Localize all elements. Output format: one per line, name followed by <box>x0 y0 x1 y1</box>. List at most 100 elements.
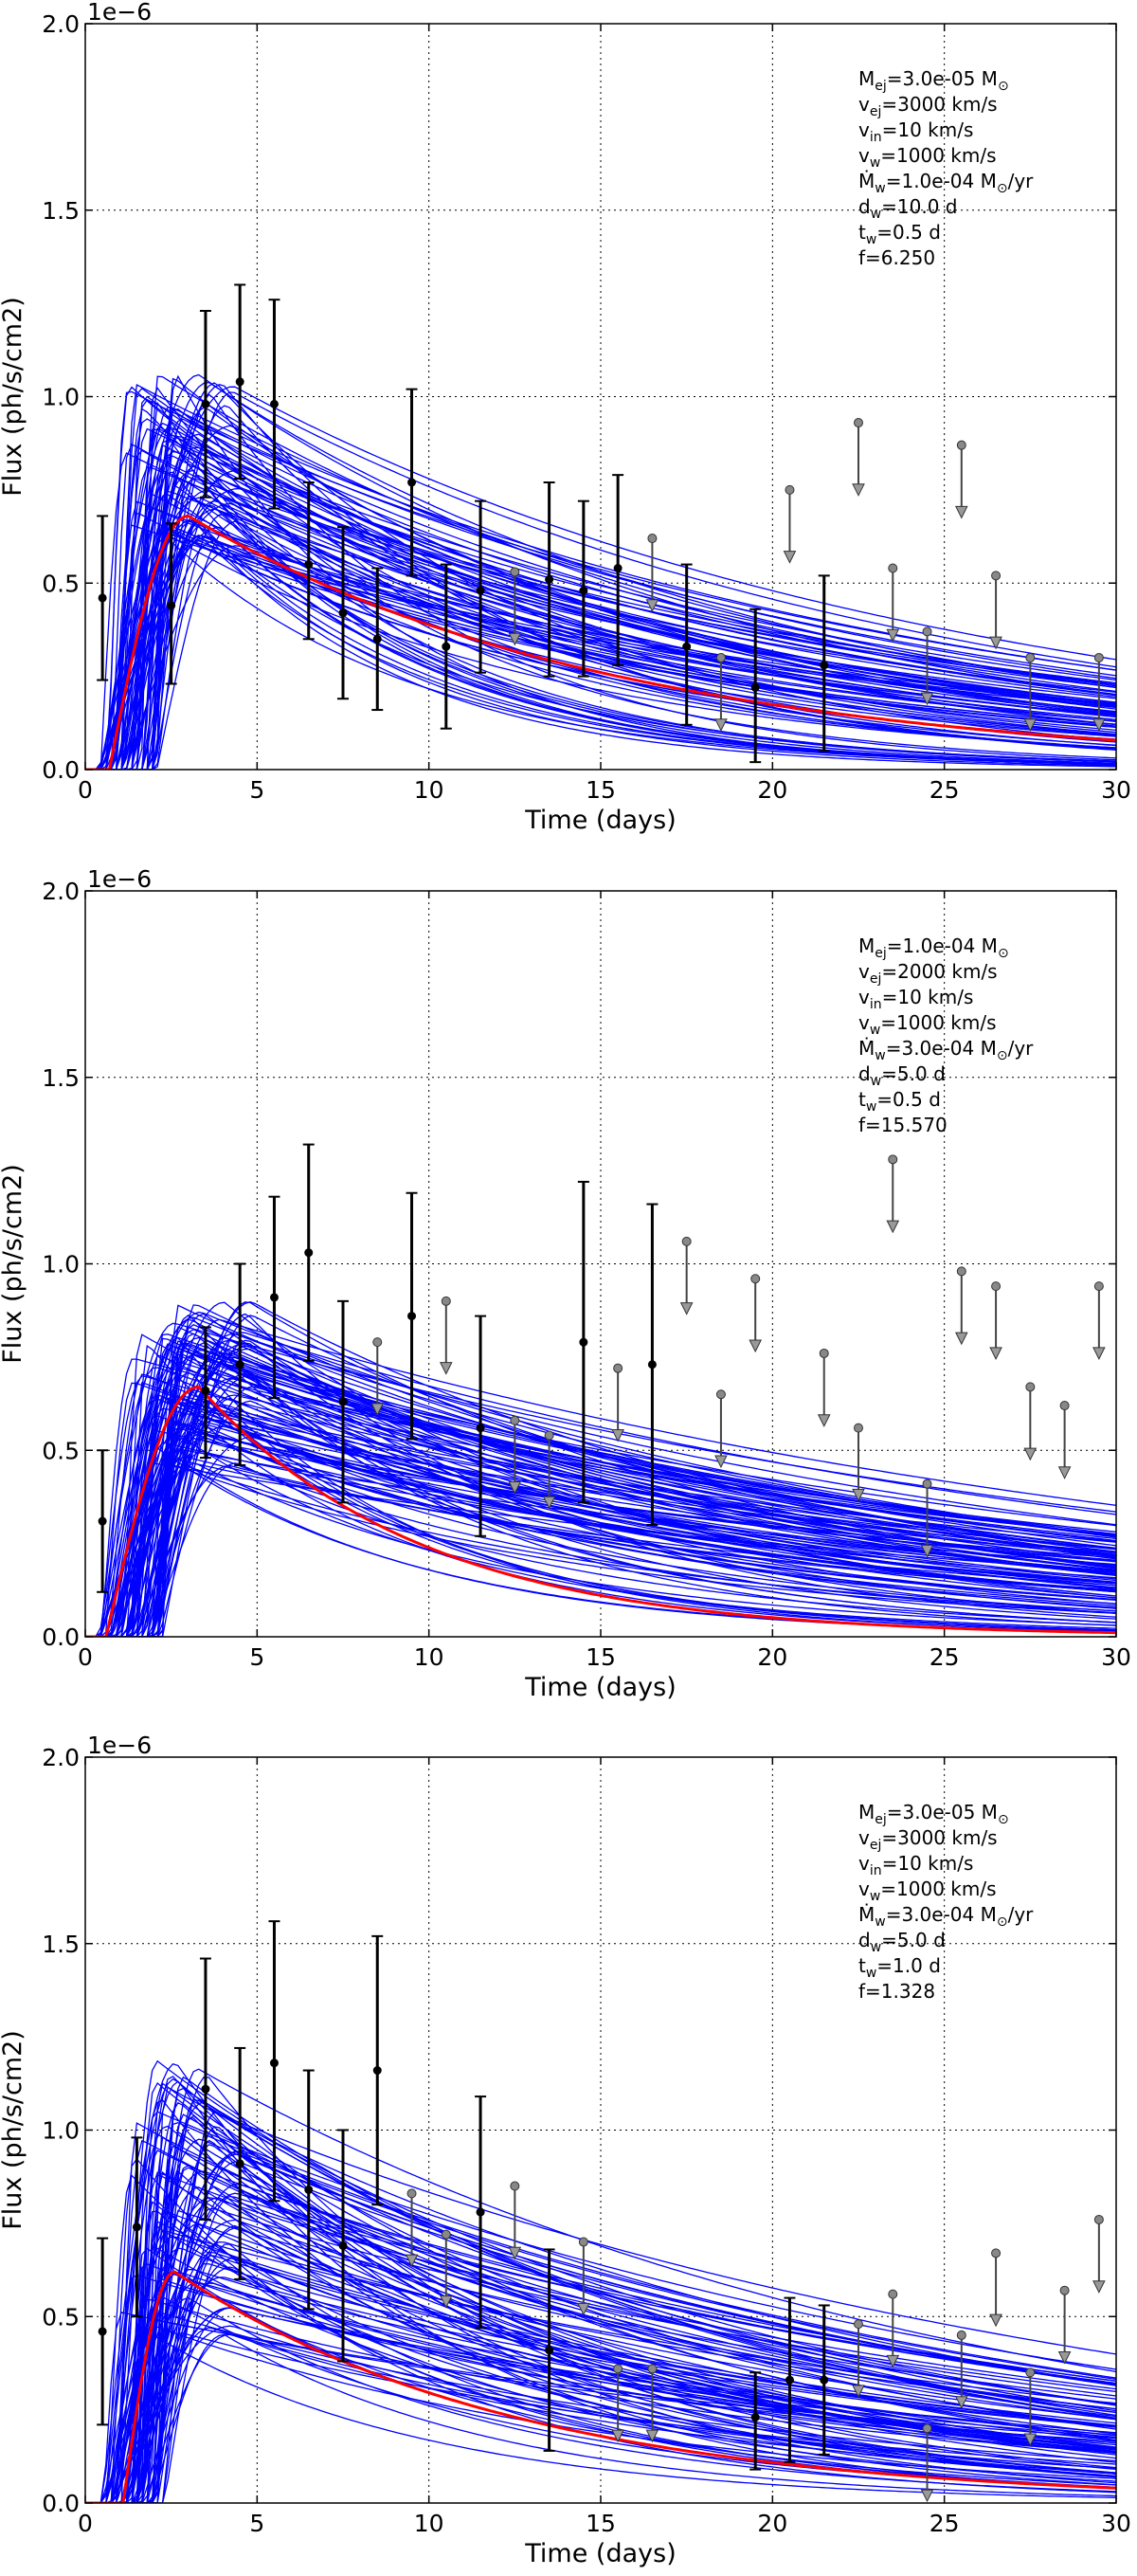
model-sample-curve <box>85 390 1116 770</box>
model-sample-curve <box>85 469 1116 770</box>
upper-limit <box>920 1478 934 1558</box>
param-value: =1.328 <box>865 1980 935 2003</box>
detection-marker <box>235 377 244 387</box>
detection-point <box>406 1191 418 1441</box>
model-sample-curve <box>85 2082 1116 2503</box>
upper-limit-marker <box>544 1430 554 1441</box>
x-tick-label: 15 <box>586 2510 616 2537</box>
upper-limit-arrowhead <box>954 2396 968 2409</box>
x-axis-title: Time (days) <box>524 806 676 835</box>
upper-limit-arrowhead <box>1092 2280 1106 2294</box>
detection-point <box>371 567 384 712</box>
detection-marker <box>476 2207 485 2217</box>
best-fit-curve <box>85 1385 1116 1637</box>
param-value: =15.570 <box>865 1114 948 1136</box>
model-sample-curve <box>85 2138 1116 2503</box>
detection-point <box>234 1262 246 1466</box>
detection-marker <box>304 1248 314 1258</box>
best-fit-curve-group <box>85 1385 1116 1637</box>
upper-limit <box>886 563 900 643</box>
model-sample-curve <box>85 2327 1116 2503</box>
detection-marker <box>579 1337 588 1347</box>
param-subscript: ej <box>870 971 882 987</box>
model-sample-curve <box>85 1394 1116 1637</box>
upper-limit <box>920 626 934 706</box>
parameter-line: dw=5.0 d <box>858 1929 946 1955</box>
upper-limit-arrowhead <box>920 1544 934 1558</box>
detection-marker <box>98 593 107 603</box>
upper-limit <box>920 2423 934 2503</box>
detection-marker <box>820 2375 829 2385</box>
upper-limit <box>611 1363 624 1442</box>
parameter-line: vin=10 km/s <box>858 118 973 145</box>
upper-limit-marker <box>1093 1281 1104 1292</box>
parameter-line: tw=1.0 d <box>858 1954 941 1981</box>
upper-limit-marker <box>510 567 520 577</box>
detection-marker <box>98 2327 107 2336</box>
upper-limit-marker <box>956 1266 966 1277</box>
param-value: =3000 km/s <box>881 93 997 116</box>
model-sample-curve <box>85 2271 1116 2503</box>
model-sample-curve <box>85 1422 1116 1637</box>
parameter-line: vw=1000 km/s <box>858 1878 997 1904</box>
x-tick-label: 15 <box>586 1643 616 1671</box>
detection-point <box>680 563 693 726</box>
model-sample-curve <box>85 1463 1116 1637</box>
model-sample-curve <box>85 2099 1116 2503</box>
model-sample-curve <box>85 478 1116 770</box>
param-subscript: w <box>870 155 880 171</box>
detection-point <box>97 2237 109 2426</box>
parameter-line: vej=3000 km/s <box>858 93 998 119</box>
upper-limit-arrowhead <box>817 1414 831 1427</box>
model-sample-curve <box>85 2122 1116 2503</box>
param-value: =1000 km/s <box>880 1011 996 1034</box>
param-subscript: w <box>866 1966 876 1981</box>
upper-limit-arrowhead <box>370 1403 385 1417</box>
upper-limit-arrowhead <box>1023 2433 1038 2447</box>
model-sample-curve <box>85 444 1116 770</box>
upper-limit <box>611 2364 624 2443</box>
parameter-line: dw=10.0 d <box>858 195 958 222</box>
param-symbol: v <box>858 986 870 1008</box>
upper-limit-marker <box>991 571 1002 581</box>
upper-limit-marker <box>956 2330 966 2340</box>
param-value: =3000 km/s <box>881 1826 997 1849</box>
param-symbol: v <box>858 144 870 167</box>
upper-limit-marker <box>372 1337 383 1348</box>
model-sample-curve <box>85 2197 1116 2503</box>
detection-marker <box>98 1516 107 1526</box>
upper-limit-marker <box>613 2364 623 2374</box>
upper-limit <box>508 2181 522 2260</box>
upper-limit-arrowhead <box>1023 1447 1038 1461</box>
detection-point <box>302 481 315 641</box>
x-tick-label: 20 <box>757 1643 787 1671</box>
model-sample-curve <box>85 1318 1116 1637</box>
detection-marker <box>407 478 417 487</box>
detection-point <box>440 563 452 730</box>
panel-1: 0 5 10 15 20 25 30 0.0 0.5 1.0 1.5 2.0 1e−6 Time (d… <box>0 0 1131 835</box>
detection-point <box>475 1315 487 1537</box>
detection-point <box>268 1920 280 2203</box>
param-subscript: w <box>866 1099 876 1115</box>
model-sample-curve <box>85 1333 1116 1637</box>
data-points <box>97 1143 1106 1593</box>
param-subscript: w <box>870 1023 880 1038</box>
upper-limit-arrowhead <box>783 551 797 564</box>
param-symbol: t <box>858 1088 866 1111</box>
upper-limit <box>714 652 728 732</box>
detection-point <box>371 1934 384 2206</box>
model-sample-curve <box>85 1322 1116 1637</box>
parameter-line: vw=1000 km/s <box>858 1011 997 1038</box>
param-symbol: M <box>858 934 875 957</box>
param-value: =1000 km/s <box>880 144 996 167</box>
model-sample-curve <box>85 504 1116 770</box>
param-subscript: w <box>871 1074 881 1089</box>
upper-limit-marker <box>647 534 658 544</box>
param-value: =3.0e-04 M <box>886 1903 997 1926</box>
param-subscript: w <box>875 181 885 196</box>
detection-point <box>199 309 211 499</box>
upper-limit-arrowhead <box>577 2302 590 2316</box>
detection-point <box>337 2129 349 2363</box>
param-symbol: Ṁ <box>858 1903 875 1926</box>
